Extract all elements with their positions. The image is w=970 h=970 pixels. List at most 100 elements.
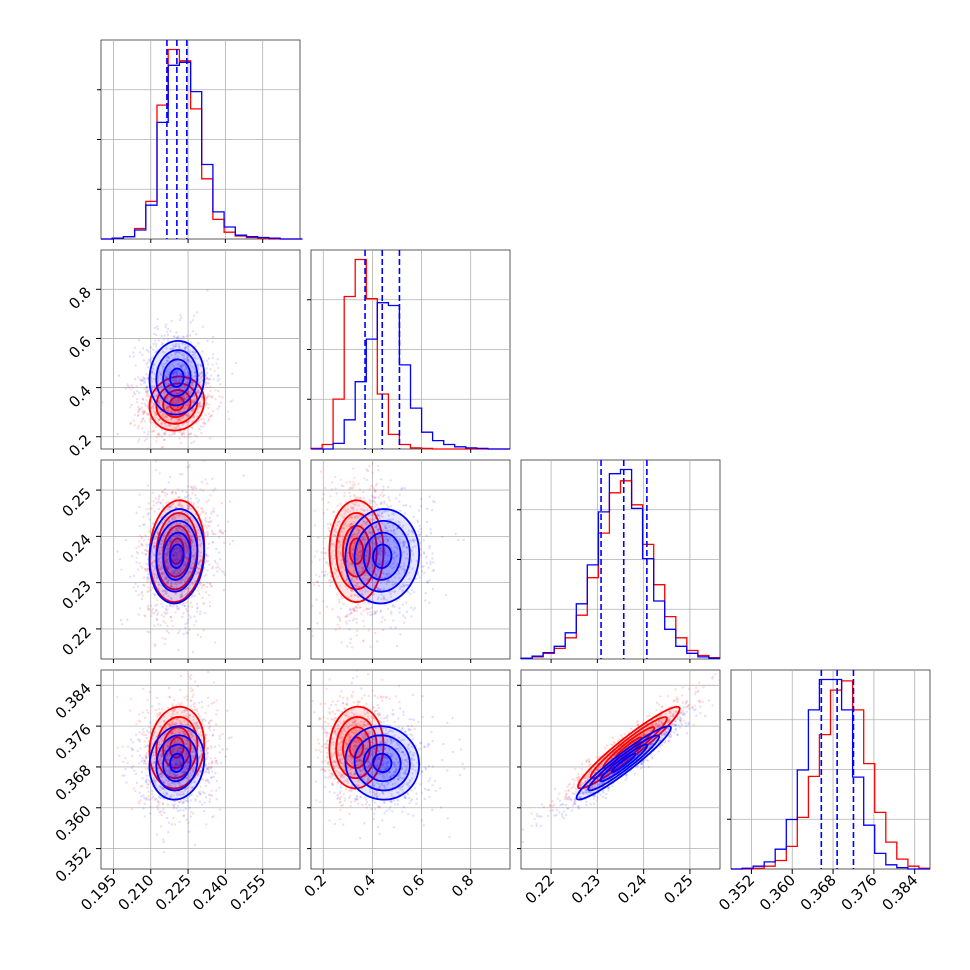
scatter-point	[419, 531, 423, 534]
scatter-point	[149, 418, 152, 421]
scatter-point	[195, 435, 199, 438]
scatter-point	[142, 411, 145, 414]
scatter-point	[171, 503, 175, 506]
scatter-point	[311, 604, 314, 608]
scatter-point	[401, 526, 404, 529]
scatter-point	[129, 422, 132, 426]
scatter-point	[166, 581, 169, 584]
scatter-point	[370, 563, 374, 566]
scatter-point	[198, 405, 201, 408]
scatter-point	[174, 391, 177, 394]
scatter-point	[357, 571, 361, 574]
scatter-point	[177, 424, 181, 427]
scatter-point	[157, 557, 160, 560]
scatter-point	[190, 673, 193, 677]
scatter-point	[145, 549, 149, 553]
scatter-point	[392, 529, 395, 533]
scatter-point	[197, 411, 200, 414]
scatter-point	[162, 338, 166, 341]
scatter-point	[154, 416, 157, 419]
scatter-point	[145, 542, 148, 546]
scatter-point	[409, 592, 412, 596]
scatter-point	[198, 403, 201, 406]
scatter-point	[386, 530, 389, 533]
scatter-point	[342, 516, 345, 520]
scatter-point	[211, 340, 214, 343]
scatter-point	[178, 419, 181, 422]
scatter-point	[178, 501, 181, 505]
scatter-point	[366, 551, 370, 554]
scatter-point	[340, 562, 343, 565]
scatter-point	[398, 500, 401, 503]
scatter-point	[221, 396, 224, 399]
scatter-point	[346, 551, 349, 555]
scatter-point	[175, 540, 178, 543]
scatter-point	[165, 356, 169, 359]
scatter-point	[180, 417, 183, 420]
scatter-point	[369, 531, 372, 534]
scatter-point	[160, 490, 164, 494]
scatter-point	[186, 587, 190, 590]
scatter-point	[142, 376, 145, 379]
scatter-point	[155, 603, 159, 607]
scatter-point	[340, 597, 343, 600]
scatter-point	[173, 432, 176, 436]
scatter-point	[372, 496, 375, 500]
scatter-point	[351, 590, 354, 593]
scatter-point	[183, 393, 186, 397]
scatter-point	[185, 367, 188, 370]
scatter-point	[345, 620, 348, 623]
scatter-point	[152, 368, 155, 371]
scatter-point	[163, 425, 166, 429]
scatter-point	[177, 418, 180, 421]
scatter-point	[375, 482, 379, 485]
scatter-point	[143, 387, 146, 390]
scatter-point	[368, 527, 371, 530]
scatter-point	[314, 573, 318, 576]
scatter-point	[172, 572, 176, 575]
scatter-point	[346, 559, 349, 563]
scatter-point	[317, 536, 320, 539]
scatter-point	[190, 538, 193, 541]
scatter-point	[144, 762, 148, 766]
scatter-point	[203, 422, 207, 426]
scatter-point	[153, 573, 156, 577]
scatter-point	[195, 333, 198, 336]
scatter-point	[149, 604, 152, 607]
scatter-point	[138, 493, 141, 496]
scatter-point	[156, 378, 160, 382]
scatter-point	[205, 530, 208, 533]
scatter-point	[147, 389, 150, 392]
scatter-point	[356, 603, 360, 606]
scatter-point	[363, 574, 366, 577]
scatter-point	[220, 531, 223, 534]
scatter-point	[199, 581, 202, 585]
scatter-point	[197, 567, 201, 571]
scatter-point	[149, 346, 152, 349]
scatter-point	[353, 483, 356, 486]
scatter-point	[155, 345, 158, 348]
scatter-point	[433, 500, 436, 504]
scatter-point	[182, 590, 186, 593]
scatter-point	[178, 418, 181, 422]
scatter-point	[166, 368, 169, 371]
scatter-point	[153, 546, 156, 549]
scatter-point	[337, 541, 340, 545]
scatter-point	[207, 542, 211, 545]
scatter-point	[165, 406, 169, 410]
scatter-point	[360, 536, 364, 539]
scatter-point	[195, 570, 198, 573]
hist-series_b	[731, 680, 930, 870]
scatter-point	[169, 582, 173, 586]
scatter-point	[174, 541, 177, 544]
scatter-point	[185, 421, 188, 424]
scatter-point	[199, 513, 202, 516]
scatter-point	[340, 514, 343, 517]
scatter-point	[350, 522, 353, 526]
scatter-point	[183, 371, 187, 375]
scatter-point	[345, 622, 349, 625]
scatter-point	[145, 386, 149, 389]
scatter-point	[165, 372, 169, 375]
scatter-point	[152, 332, 156, 336]
scatter-point	[129, 697, 132, 701]
